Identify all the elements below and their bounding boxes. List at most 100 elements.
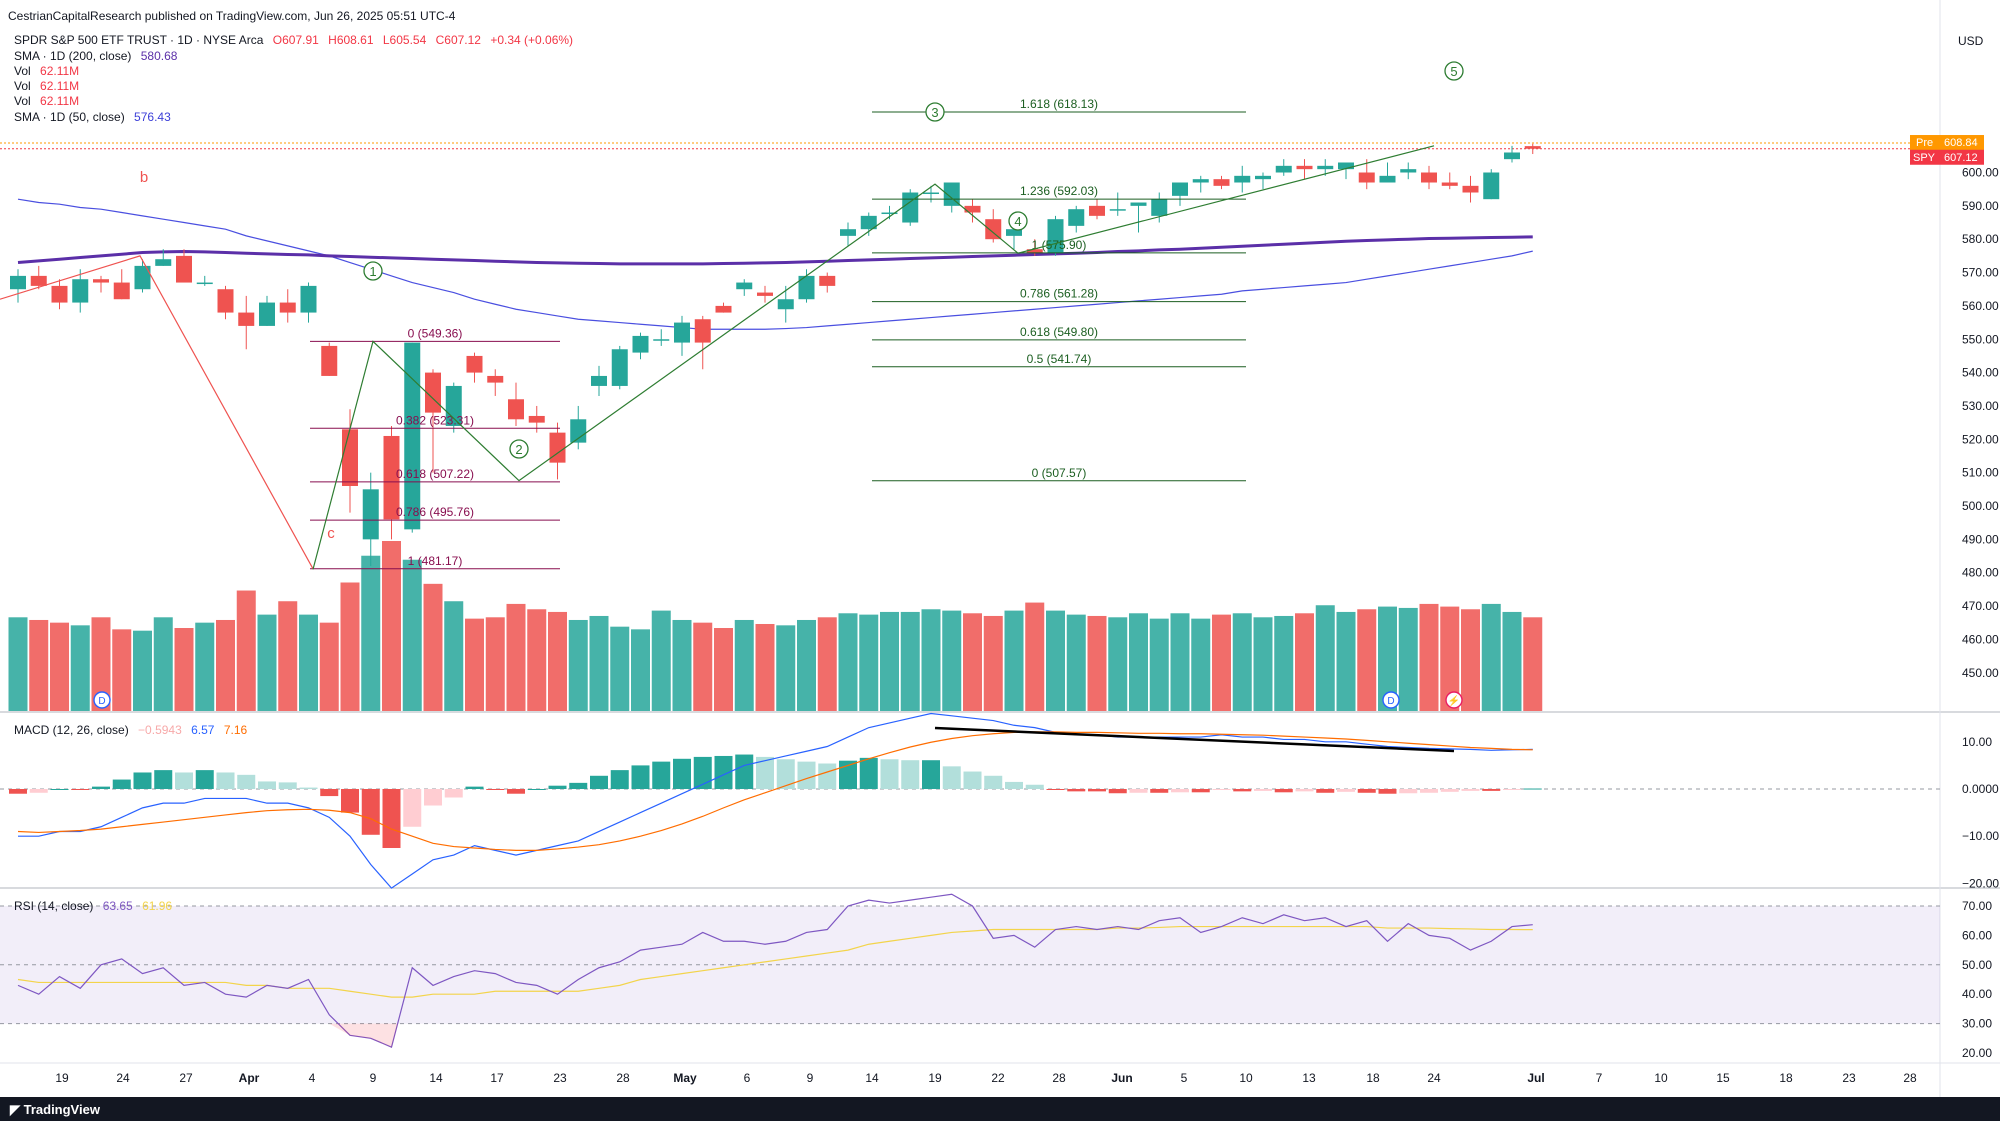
time-tick: 7 [1596,1071,1603,1085]
candle-body [1462,185,1479,193]
candle-body [674,322,690,343]
macd-hist-bar [839,760,857,789]
volume-bar [153,617,173,711]
wave-abc-line [0,255,314,570]
candle-body [1441,182,1458,186]
time-tick: 19 [55,1071,69,1085]
volume-bar [319,622,339,711]
macd-hist-bar [1108,789,1127,794]
sma200-line [17,235,1533,266]
time-tick: 15 [1716,1071,1730,1085]
macd-hist-bar [693,756,712,789]
candle-body [238,312,255,326]
macd-hist-bar [299,787,318,789]
event-marker-glyph: ⚡ [1448,694,1460,707]
candle-body [1130,202,1147,206]
publish-header: CestrianCapitalResearch published on Tra… [8,9,456,23]
time-tick: Jun [1111,1071,1132,1085]
volume-bar [880,611,899,711]
macd-line [18,712,1533,889]
macd-hist-bar [1461,789,1480,791]
open-value: O607.91 [272,33,319,47]
fib-left-label: 0.786 (495.76) [396,505,474,519]
spy-badge [1910,149,1984,165]
macd-legend[interactable]: MACD (12, 26, close) −0.5943 6.57 7.16 [14,723,253,737]
macd-hist-bar [548,785,567,789]
volume-bar [485,617,505,711]
time-tick: 10 [1239,1071,1253,1085]
macd-hist-bar [1482,789,1501,791]
macd-hist-bar [1503,789,1521,790]
volume-bar [465,618,484,711]
candle-body [487,375,504,383]
volume-bar [900,611,920,711]
high-value: H608.61 [328,33,374,47]
volume-bar [382,541,401,711]
macd-hist-bar [1129,789,1148,793]
candle-body [93,279,109,283]
candle-body [404,342,421,530]
candle-body [1338,162,1354,170]
price-tick: 580.00 [1962,232,1999,246]
volume-bar [1191,618,1211,711]
footer-bar: ◤ TradingView [0,1097,2000,1121]
sma50-legend[interactable]: SMA · 1D (50, close) 576.43 [14,110,177,125]
time-tick: 23 [1842,1071,1856,1085]
wave-w2-circle [509,439,529,459]
macd-hist-bar [901,760,920,789]
macd-hist-bar [403,789,422,827]
volume-bar [174,628,194,711]
rsi-legend[interactable]: RSI (14, close) 63.65 61.96 [14,899,178,913]
volume-bar [1046,610,1065,711]
candle-body [1006,229,1022,236]
macd-hist-bar [278,782,297,789]
macd-label: MACD (12, 26, close) [14,723,129,737]
macd-hist-bar [133,772,152,789]
rsi-line [17,893,1533,1048]
event-marker-glyph: D [98,696,105,707]
wave-w4-circle [1008,211,1028,231]
fib-right-label: 0.5 (541.74) [1027,352,1092,366]
vol-legend-1[interactable]: Vol 62.11M [14,64,85,79]
tradingview-logo[interactable]: ◤ TradingView [10,1102,100,1118]
price-tick: 540.00 [1962,366,1999,380]
volume-bar [651,610,671,711]
volume-bar [589,615,609,711]
volume-bar [1025,602,1045,711]
candle-body [1089,205,1105,216]
vol-legend-3[interactable]: Vol 62.11M [14,94,85,109]
time-tick: Apr [239,1071,260,1085]
price-tick: 470.00 [1962,599,1999,613]
volume-bar [1129,613,1148,711]
spy-badge-value: 607.12 [1944,152,1978,164]
macd-hist-bar [1005,781,1023,789]
wave-w1-circle [363,261,383,281]
sma200-legend[interactable]: SMA · 1D (200, close) 580.68 [14,49,183,64]
pre-badge-value: 608.84 [1944,137,1978,149]
candle-body [279,302,296,313]
macd-hist-bar [1378,789,1397,794]
macd-hist-bar [1171,789,1189,793]
candle-body [1296,165,1313,170]
volume-bar [1232,613,1252,711]
volume-bar [1461,609,1480,711]
volume-bar [1378,606,1397,711]
volume-bar [1398,607,1418,711]
event-marker-icon [1445,691,1463,709]
candle-body [570,419,587,443]
candle-body [1026,249,1043,253]
volume-bar [1149,618,1169,711]
sma50-value: 576.43 [134,110,171,124]
macd-hist-bar [112,779,131,789]
vol-value-2: 62.11M [40,79,80,93]
time-tick: 5 [1181,1071,1188,1085]
candle-body [1275,165,1292,173]
rsi-tick: 30.00 [1962,1017,1992,1031]
vol-legend-2[interactable]: Vol 62.11M [14,79,85,94]
symbol-legend: SPDR S&P 500 ETF TRUST · 1D · NYSE Arca … [14,33,579,48]
macd-hist-bar [922,760,940,789]
rsi-ma-value: 61.96 [142,899,173,913]
time-tick: 19 [928,1071,942,1085]
fib-left-label: 0.382 (523.31) [396,413,474,427]
